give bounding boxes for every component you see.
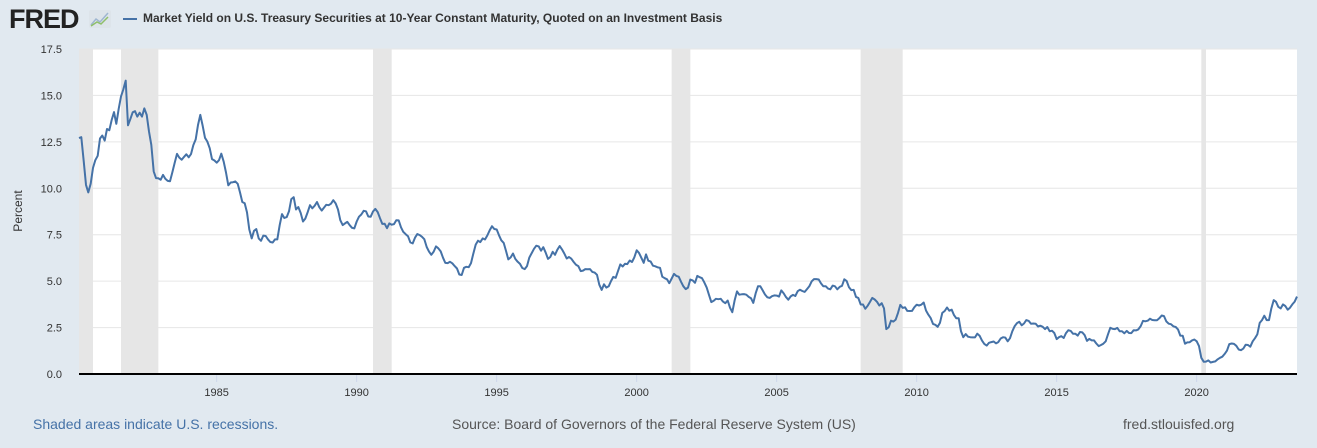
x-tick-label: 2005	[764, 387, 788, 399]
x-tick-label: 2015	[1044, 387, 1068, 399]
y-tick-label: 12.5	[41, 137, 62, 149]
recession-band	[373, 49, 392, 374]
fred-graph-icon	[89, 10, 111, 28]
y-tick-label: 5.0	[47, 276, 62, 288]
recession-band	[79, 49, 93, 374]
x-tick-label: 2020	[1184, 387, 1208, 399]
recession-band	[1201, 49, 1206, 374]
y-tick-label: 2.5	[47, 323, 62, 335]
recession-note-link[interactable]: Shaded areas indicate U.S. recessions.	[33, 416, 279, 432]
fred-logo[interactable]: FRED	[9, 4, 79, 34]
source-note: Source: Board of Governors of the Federa…	[452, 416, 856, 432]
y-axis-ticks: 0.0 2.5 5.0 7.5 10.0 12.5 15.0 17.5	[41, 44, 62, 381]
y-tick-label: 10.0	[41, 183, 62, 195]
series-line-10y-yield	[78, 79, 1298, 364]
y-tick-label: 7.5	[47, 230, 62, 242]
site-link[interactable]: fred.stlouisfed.org	[1123, 416, 1235, 432]
y-tick-label: 0.0	[47, 369, 62, 381]
recession-band	[671, 49, 691, 374]
x-axis-ticks: 1985 1990 1995 2000 2005 2010 2015 2020	[204, 374, 1209, 399]
y-tick-label: 17.5	[41, 44, 62, 56]
chart-title: Market Yield on U.S. Treasury Securities…	[143, 11, 723, 25]
x-tick-label: 2000	[624, 387, 648, 399]
x-tick-label: 1995	[484, 387, 508, 399]
legend-swatch	[123, 18, 137, 20]
recession-band	[860, 49, 903, 374]
x-tick-label: 2010	[904, 387, 928, 399]
y-axis-label: Percent	[11, 190, 25, 232]
gridlines	[79, 48, 1297, 329]
y-tick-label: 15.0	[41, 90, 62, 102]
x-tick-label: 1990	[344, 387, 368, 399]
x-tick-label: 1985	[204, 387, 228, 399]
